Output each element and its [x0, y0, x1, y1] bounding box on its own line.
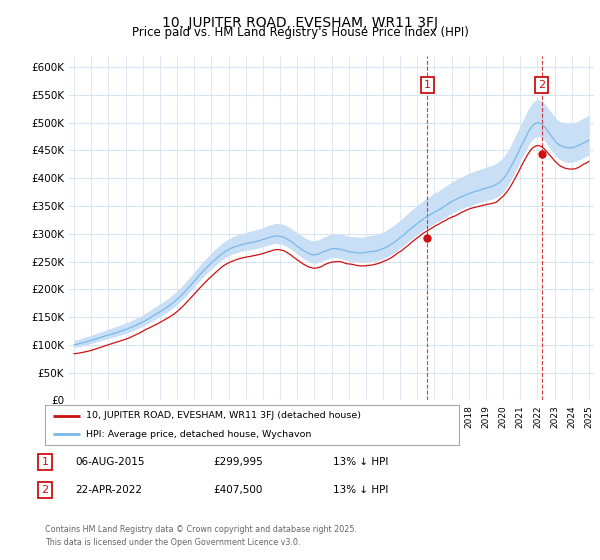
- Text: 22-APR-2022: 22-APR-2022: [75, 485, 142, 495]
- Text: 13% ↓ HPI: 13% ↓ HPI: [333, 485, 388, 495]
- Text: 10, JUPITER ROAD, EVESHAM, WR11 3FJ: 10, JUPITER ROAD, EVESHAM, WR11 3FJ: [162, 16, 438, 30]
- Text: 2: 2: [538, 80, 545, 90]
- Text: HPI: Average price, detached house, Wychavon: HPI: Average price, detached house, Wych…: [86, 430, 312, 439]
- Text: 1: 1: [41, 457, 49, 467]
- Text: 06-AUG-2015: 06-AUG-2015: [75, 457, 145, 467]
- Text: 1: 1: [424, 80, 431, 90]
- Text: 13% ↓ HPI: 13% ↓ HPI: [333, 457, 388, 467]
- Text: £407,500: £407,500: [213, 485, 262, 495]
- Text: £299,995: £299,995: [213, 457, 263, 467]
- Text: 10, JUPITER ROAD, EVESHAM, WR11 3FJ (detached house): 10, JUPITER ROAD, EVESHAM, WR11 3FJ (det…: [86, 411, 361, 420]
- Text: Price paid vs. HM Land Registry's House Price Index (HPI): Price paid vs. HM Land Registry's House …: [131, 26, 469, 39]
- Text: Contains HM Land Registry data © Crown copyright and database right 2025.
This d: Contains HM Land Registry data © Crown c…: [45, 525, 357, 548]
- Text: 2: 2: [41, 485, 49, 495]
